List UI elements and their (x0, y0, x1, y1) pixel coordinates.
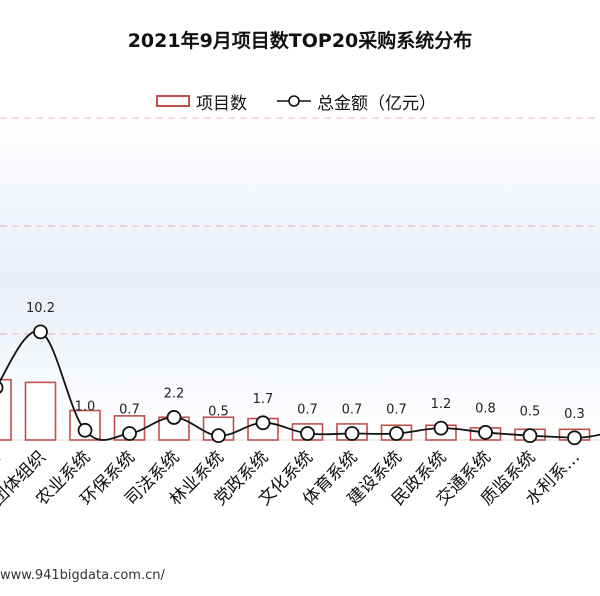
line-point-5 (211, 428, 226, 444)
plot-band (0, 118, 600, 440)
legend-bar-swatch (156, 95, 190, 107)
source-url: www.941bigdata.com.cn/ (0, 568, 165, 583)
line-point-9 (389, 426, 404, 441)
legend-label-bars: 项目数 (196, 93, 247, 114)
line-point-3 (122, 426, 137, 441)
line-point-7 (300, 426, 315, 441)
legend-label-line: 总金额（亿元） (317, 93, 436, 114)
legend-line-swatch (277, 95, 311, 107)
data-label-3: 0.7 (119, 403, 140, 418)
data-label-5: 0.5 (208, 405, 229, 420)
data-label-2: 1.0 (75, 399, 96, 414)
data-label-4: 2.2 (164, 386, 185, 401)
line-series (0, 324, 600, 446)
line-point-12 (522, 428, 538, 444)
line-point-6 (255, 415, 271, 431)
data-label-9: 0.7 (386, 403, 407, 418)
data-label-8: 0.7 (342, 403, 363, 418)
line-point-4 (166, 410, 182, 425)
data-labels: 510.21.00.72.20.51.70.70.70.71.20.80.50.… (0, 301, 585, 422)
line-point-11 (478, 425, 493, 440)
line-point-10 (433, 420, 449, 436)
data-label-6: 1.7 (253, 392, 274, 407)
data-label-11: 0.8 (475, 401, 496, 416)
data-label-1: 10.2 (26, 301, 55, 316)
plot-background (0, 118, 600, 440)
data-label-12: 0.5 (520, 405, 541, 420)
legend-item-line: 总金额（亿元） (277, 89, 436, 114)
data-label-7: 0.7 (297, 403, 318, 418)
x-axis-tick-labels: …府办公…团体组织农业系统环保系统司法系统林业系统党政系统文化系统体育系统建设系… (0, 447, 584, 521)
line-point-1 (33, 324, 48, 340)
data-label-10: 1.2 (431, 397, 452, 412)
legend-item-bars: 项目数 (156, 89, 247, 114)
line-point-8 (344, 426, 360, 441)
legend: 项目数 总金额（亿元） (156, 89, 466, 114)
line-point-2 (77, 422, 93, 438)
line-point-0 (0, 381, 4, 394)
chart-title: 2021年9月项目数TOP20采购系统分布 (127, 30, 473, 52)
bar-0 (0, 378, 12, 441)
line-point-13 (567, 430, 582, 446)
data-label-13: 0.3 (564, 407, 585, 422)
bar-1 (24, 381, 57, 441)
